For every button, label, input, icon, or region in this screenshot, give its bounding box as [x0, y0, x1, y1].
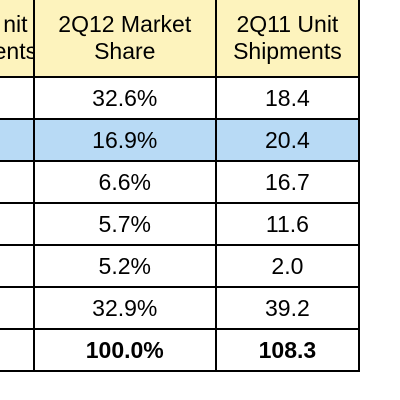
market-share-table: nit ents 2Q12 Market Share 2Q11 Unit Shi…: [0, 0, 361, 372]
header-line: Share: [94, 38, 156, 64]
cell-market-share: 16.9%: [32, 118, 217, 162]
header-unit-shipments-partial: nit ents: [0, 0, 35, 78]
table-row: 32.6% 18.4: [0, 76, 361, 120]
cell-partial: [0, 286, 35, 330]
cell-partial: [0, 118, 35, 162]
cell-partial: [0, 160, 35, 204]
header-2q11-unit-shipments: 2Q11 Unit Shipments: [214, 0, 361, 78]
cell-partial: [0, 76, 35, 120]
cell-market-share: 5.2%: [32, 244, 217, 288]
table-row-highlighted: 16.9% 20.4: [0, 118, 361, 162]
cell-unit-shipments: 18.4: [214, 76, 361, 120]
cell-unit-shipments: 16.7: [214, 160, 361, 204]
cell-partial: [0, 244, 35, 288]
cell-market-share: 32.6%: [32, 76, 217, 120]
cell-market-share: 32.9%: [32, 286, 217, 330]
cell-unit-shipments: 39.2: [214, 286, 361, 330]
cell-total-market-share: 100.0%: [32, 328, 217, 372]
cell-unit-shipments: 11.6: [214, 202, 361, 246]
cell-market-share: 6.6%: [32, 160, 217, 204]
table-header-row: nit ents 2Q12 Market Share 2Q11 Unit Shi…: [0, 0, 361, 78]
cell-market-share: 5.7%: [32, 202, 217, 246]
cell-partial: [0, 202, 35, 246]
cell-total-unit-shipments: 108.3: [214, 328, 361, 372]
header-line: Shipments: [233, 38, 342, 64]
header-line: nit: [3, 11, 28, 37]
table-total-row: 100.0% 108.3: [0, 328, 361, 372]
header-2q12-market-share: 2Q12 Market Share: [32, 0, 217, 78]
cell-unit-shipments: 20.4: [214, 118, 361, 162]
table-row: 5.7% 11.6: [0, 202, 361, 246]
cell-partial: [0, 328, 35, 372]
table-row: 32.9% 39.2: [0, 286, 361, 330]
header-line: 2Q12 Market: [58, 11, 192, 37]
header-line: 2Q11 Unit: [236, 11, 339, 37]
cell-unit-shipments: 2.0: [214, 244, 361, 288]
table-row: 5.2% 2.0: [0, 244, 361, 288]
table-row: 6.6% 16.7: [0, 160, 361, 204]
header-line: ents: [0, 38, 32, 64]
